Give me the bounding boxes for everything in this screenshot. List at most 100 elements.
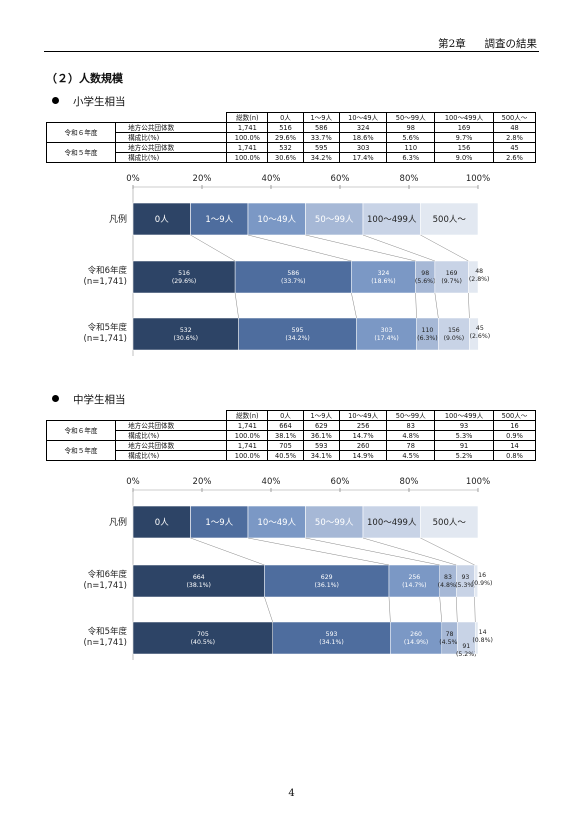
table-cell: 1,741 — [226, 420, 269, 431]
table-cell: 303 — [338, 142, 388, 153]
data-label-count: 110 — [422, 327, 434, 334]
col-header: 1～9人 — [302, 410, 340, 421]
connector-line — [439, 596, 443, 623]
legend-item: 500人～ — [433, 518, 467, 528]
axis-tick-label: 20% — [193, 174, 212, 184]
data-label-pct: (14.9%) — [404, 639, 428, 646]
table-cell: 5.3% — [434, 430, 495, 441]
data-label-count: 156 — [448, 327, 460, 334]
bar-segment — [351, 260, 416, 294]
connector-line — [264, 596, 273, 623]
table-cell: 260 — [338, 440, 388, 451]
data-label-pct: (0.8%) — [472, 637, 493, 644]
table-row: 令和５年度 地方公共団体数 1,741 705 593 260 78 91 14 — [45, 440, 536, 461]
series-label: (n=1,741) — [84, 277, 127, 287]
table-row: 構成比(%) 100.0% 29.6% 33.7% 18.6% 5.6% 9.7… — [47, 132, 536, 143]
data-label-count: 532 — [180, 327, 192, 334]
data-label-count: 16 — [478, 572, 486, 579]
col-header: 0人 — [267, 410, 304, 421]
connector-line — [190, 234, 236, 262]
table-header-row: 総数(n) 0人 1～9人 10～49人 50～99人 100～499人 500… — [47, 112, 536, 123]
chapter-number: 第2章 — [438, 38, 466, 50]
data-label-pct: (14.7%) — [402, 582, 426, 589]
series-label: (n=1,741) — [84, 638, 127, 648]
legend-swatch — [362, 505, 421, 539]
data-label-count: 260 — [410, 631, 422, 638]
table-cell: 6.3% — [386, 152, 436, 163]
table-row: 令和６年度 地方公共団体数 1,741 664 629 256 83 93 16 — [45, 420, 536, 441]
bar-segment — [441, 621, 458, 655]
section-title: （２）人数規模 — [46, 72, 123, 85]
legend-item: 0人 — [155, 215, 169, 225]
data-label-count: 664 — [193, 574, 205, 581]
bar-segment — [474, 621, 479, 655]
bar-segment — [132, 260, 236, 294]
col-header: 0人 — [267, 112, 304, 123]
bar-segment — [434, 260, 469, 294]
legend-swatch — [190, 505, 249, 539]
connector-line — [362, 234, 435, 262]
axis-tick-label: 60% — [331, 477, 350, 487]
table-elementary: 総数(n) 0人 1～9人 10～49人 50～99人 100～499人 500… — [45, 112, 536, 163]
legend-swatch — [132, 505, 191, 539]
table-cell: 169 — [434, 122, 495, 133]
axis-tick-label: 60% — [331, 174, 350, 184]
bar-segment — [415, 260, 436, 294]
row-label: 地方公共団体数 — [115, 440, 228, 451]
legend-swatch — [362, 202, 421, 236]
row-label: 地方公共団体数 — [115, 142, 228, 153]
data-label-count: 256 — [408, 574, 420, 581]
legend-item: 10～49人 — [257, 518, 296, 528]
bar-segment — [468, 260, 479, 294]
legend-label: 凡例 — [109, 213, 127, 225]
data-label-pct: (6.3%) — [417, 335, 438, 342]
bar-segment — [390, 621, 443, 655]
legend-swatch — [247, 202, 306, 236]
data-label-pct: (34.2%) — [285, 335, 309, 342]
table-cell: 516 — [267, 122, 304, 133]
table-cell: 0.9% — [493, 430, 536, 441]
connector-line — [247, 234, 352, 262]
data-label-count: 705 — [197, 631, 209, 638]
legend-swatch — [420, 202, 479, 236]
data-label-pct: (40.5%) — [191, 639, 215, 646]
connector-line — [305, 234, 416, 262]
table-row: 構成比(%) 100.0% 40.5% 34.1% 14.9% 4.5% 5.2… — [47, 450, 536, 461]
bar-segment — [132, 564, 265, 598]
bar-segment — [264, 564, 390, 598]
axis-tick-label: 100% — [466, 477, 490, 487]
table-cell: 256 — [338, 420, 388, 431]
table-cell: 29.6% — [267, 132, 304, 143]
table-row: 構成比(%) 100.0% 38.1% 36.1% 14.7% 4.8% 5.3… — [47, 430, 536, 441]
table-cell: 4.5% — [386, 450, 436, 461]
table-cell: 98 — [386, 122, 436, 133]
connector-line — [351, 292, 357, 319]
legend-item: 0人 — [155, 518, 169, 528]
table-cell: 48 — [493, 122, 536, 133]
table-cell: 30.6% — [267, 152, 304, 163]
legend-item: 100～499人 — [367, 518, 417, 528]
table-cell: 629 — [302, 420, 340, 431]
year-cell: 令和５年度 — [45, 142, 117, 163]
table-cell: 593 — [302, 440, 340, 451]
axis-tick-label: 100% — [466, 174, 490, 184]
data-label-pct: (5.3%) — [455, 582, 476, 589]
axis-tick-label: 80% — [400, 174, 419, 184]
table-cell: 40.5% — [267, 450, 304, 461]
bar-segment — [469, 317, 479, 351]
legend-item: 1～9人 — [205, 215, 233, 225]
chapter-title: 調査の結果 — [484, 38, 538, 50]
bar-segment — [356, 317, 417, 351]
data-label-pct: (2.6%) — [470, 333, 491, 340]
table-cell: 705 — [267, 440, 304, 451]
col-header: 10～49人 — [338, 112, 388, 123]
data-label-pct: (0.9%) — [472, 580, 493, 587]
data-label-pct: (29.6%) — [172, 278, 196, 285]
heading-elementary-label: 小学生相当 — [73, 96, 126, 108]
row-label: 地方公共団体数 — [115, 420, 228, 431]
year-cell: 令和６年度 — [45, 420, 117, 441]
data-label-pct: (36.1%) — [314, 582, 338, 589]
bar-segment — [416, 317, 439, 351]
legend-item: 50～99人 — [315, 215, 354, 225]
table-cell: 156 — [434, 142, 495, 153]
